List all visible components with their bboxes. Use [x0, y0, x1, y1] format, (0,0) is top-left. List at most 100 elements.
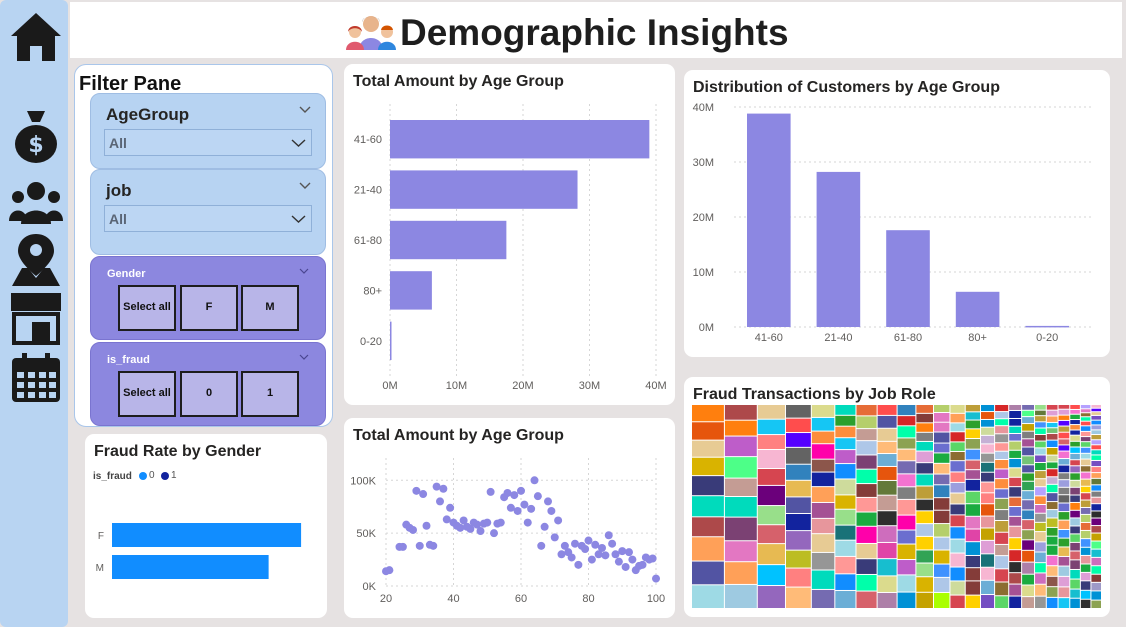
treemap-tile: [877, 405, 897, 415]
gender-select-all-tile[interactable]: Select all: [118, 285, 176, 331]
treemap-tile: [897, 592, 916, 608]
treemap-tile: [1091, 425, 1101, 430]
treemap-tile: [1009, 550, 1022, 562]
treemap-tile: [1058, 566, 1070, 576]
scatter-point: [608, 539, 617, 548]
treemap-tile: [1046, 422, 1058, 428]
chevron-down-icon[interactable]: [299, 268, 309, 274]
chevron-down-icon: [291, 139, 306, 147]
treemap-tile: [877, 576, 897, 592]
treemap-tile: [692, 585, 724, 608]
treemap-tile: [1091, 445, 1101, 450]
treemap-tile: [1046, 510, 1058, 518]
treemap-tile: [785, 550, 811, 568]
treemap-tile: [811, 444, 835, 459]
scatter-point: [490, 529, 498, 538]
treemap-tile: [965, 581, 980, 595]
treemap-tile: [811, 518, 835, 534]
map-location-icon[interactable]: [8, 232, 64, 288]
treemap-tile: [1070, 526, 1080, 534]
treemap-tile: [1022, 520, 1035, 530]
age-group-dropdown[interactable]: All: [104, 129, 312, 156]
treemap-tile: [1070, 435, 1080, 441]
treemap-tile: [1058, 439, 1070, 445]
treemap-tile: [1058, 405, 1070, 409]
treemap-tile: [1091, 455, 1101, 460]
calendar-icon[interactable]: [8, 350, 64, 406]
treemap-tile: [811, 487, 835, 502]
scatter-point: [614, 557, 623, 566]
treemap-tile: [897, 544, 916, 560]
home-icon[interactable]: [8, 8, 64, 64]
treemap-tile: [1070, 480, 1080, 487]
treemap-tile: [1009, 562, 1022, 573]
is-fraud-0-tile[interactable]: 0: [180, 371, 238, 417]
bar: [955, 291, 1000, 327]
treemap-tile: [980, 419, 995, 427]
treemap-tile: [897, 405, 916, 416]
treemap-tile: [897, 530, 916, 544]
treemap-tile: [877, 542, 897, 559]
treemap-tile: [1058, 529, 1070, 538]
store-icon[interactable]: [8, 290, 64, 346]
gender-f-tile[interactable]: F: [180, 285, 238, 331]
bar: [112, 555, 269, 579]
is-fraud-1-tile[interactable]: 1: [241, 371, 299, 417]
treemap-tile: [811, 589, 835, 608]
bar: [390, 120, 650, 159]
scatter-point: [446, 503, 455, 512]
treemap-tile: [724, 405, 757, 420]
chevron-down-icon[interactable]: [299, 182, 311, 190]
treemap-tile: [856, 543, 877, 559]
treemap-tile: [934, 432, 950, 443]
treemap-tile: [1046, 469, 1058, 477]
treemap-tile: [980, 567, 995, 580]
treemap-tile: [1058, 520, 1070, 529]
treemap-tile: [1035, 532, 1046, 542]
treemap-tile: [916, 499, 934, 511]
chevron-down-icon[interactable]: [299, 354, 309, 360]
treemap-tile: [965, 405, 980, 412]
treemap-tile: [1091, 549, 1101, 557]
scatter-point: [527, 504, 536, 513]
treemap-tile: [995, 443, 1009, 451]
treemap-tile: [1070, 405, 1080, 409]
treemap-tile: [1035, 513, 1046, 522]
treemap-tile: [856, 526, 877, 543]
treemap-tile: [757, 544, 785, 565]
treemap-tile: [980, 405, 995, 412]
treemap-tile: [1046, 477, 1058, 484]
treemap-tile: [1091, 415, 1101, 420]
money-bag-icon[interactable]: $: [8, 108, 64, 164]
treemap-tile: [1091, 518, 1101, 526]
customers-icon[interactable]: [8, 176, 64, 232]
treemap-tile: [1070, 425, 1080, 430]
treemap-tile: [995, 459, 1009, 469]
scatter-point: [638, 560, 647, 569]
treemap-tile: [916, 405, 934, 413]
treemap-tile: [1080, 426, 1091, 431]
treemap-tile: [1091, 420, 1101, 425]
treemap-tile: [1009, 596, 1022, 608]
treemap-tile: [950, 472, 965, 482]
scatter-point: [496, 518, 505, 527]
treemap-tile: [724, 436, 757, 457]
scatter-point: [604, 531, 613, 540]
scatter-point: [517, 486, 525, 495]
treemap-tile: [980, 554, 995, 567]
category-label: 41-60: [354, 134, 382, 146]
gender-m-tile[interactable]: M: [241, 285, 299, 331]
treemap-tile: [980, 472, 995, 482]
scatter-point: [513, 506, 522, 515]
chevron-down-icon[interactable]: [299, 106, 311, 114]
chart-title: Fraud Rate by Gender: [94, 443, 262, 460]
treemap-tile: [1035, 596, 1046, 608]
job-dropdown[interactable]: All: [104, 205, 312, 232]
age-group-label: AgeGroup: [106, 105, 190, 124]
bar: [390, 170, 578, 209]
total-amount-bar-card: Total Amount by Age Group 0M 10M 20M 30M 40M…: [344, 64, 675, 405]
is-fraud-select-all-tile[interactable]: Select all: [118, 371, 176, 417]
total-amount-bar-chart: 0M 10M 20M 30M 40M 41-60 21-40 61-80 80+ 0-20: [354, 104, 667, 392]
treemap-tile: [1080, 581, 1091, 590]
